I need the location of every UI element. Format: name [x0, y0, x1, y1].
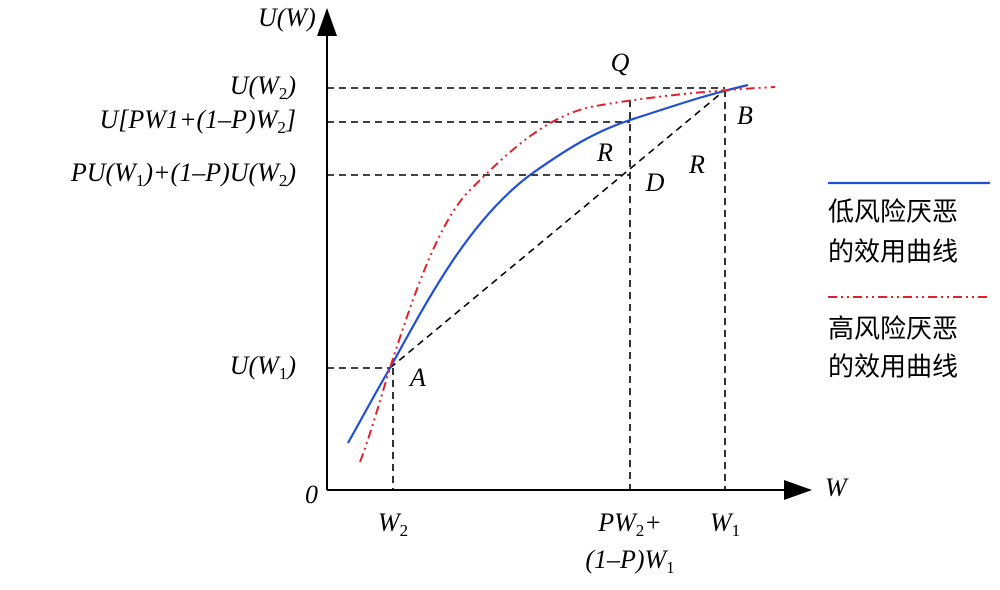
subscript: 1: [136, 171, 145, 190]
label-part: 0: [305, 480, 318, 509]
label-part: U[PW1+(1–P)W: [100, 105, 280, 134]
y-label: U(W1): [230, 351, 296, 383]
x-axis-title: W: [825, 473, 849, 502]
subscript: 2: [279, 171, 288, 190]
label-part: U(W: [230, 351, 281, 380]
x-label: (1–P)W1: [585, 545, 674, 577]
label-part: ]: [285, 105, 296, 134]
point-label: Q: [611, 48, 630, 77]
label-part: ): [285, 71, 296, 100]
guides: [327, 87, 726, 490]
point-label: A: [408, 363, 426, 392]
point-label: D: [645, 168, 665, 197]
chord-ab: [389, 89, 726, 369]
legend-text: 低风险厌恶: [828, 198, 958, 228]
label-part: W: [825, 473, 849, 502]
label-part: ): [285, 351, 296, 380]
point-label: B: [737, 101, 753, 130]
label-part: +: [644, 508, 662, 537]
subscript: 1: [666, 558, 675, 577]
subscript: 2: [636, 521, 645, 540]
label-part: PW: [597, 508, 638, 537]
origin-label: 0: [305, 480, 318, 509]
label-part: Q: [611, 48, 630, 77]
label-part: U(W: [230, 71, 281, 100]
x-label: PW2+: [597, 508, 662, 540]
legend-text: 高风险厌恶: [828, 315, 958, 345]
label-part: R: [596, 138, 613, 167]
high-risk-curve: [359, 86, 776, 463]
subscript: 2: [400, 521, 409, 540]
legend-text: 的效用曲线: [828, 238, 958, 268]
label-part: R: [688, 150, 705, 179]
point-label: R: [688, 150, 705, 179]
label-part: (1–P)W: [585, 545, 668, 574]
subscript: 1: [279, 364, 288, 383]
legend-text: 的效用曲线: [828, 353, 958, 383]
label-part: U(W): [258, 3, 316, 32]
point-label: R: [596, 138, 613, 167]
guide-lines: [327, 87, 726, 490]
subscript: 1: [732, 521, 741, 540]
label-part: B: [737, 101, 753, 130]
label-part: W: [378, 508, 402, 537]
y-label: PU(W1)+(1–P)U(W2): [70, 158, 296, 190]
label-part: )+(1–P)U(W: [142, 158, 281, 187]
label-part: D: [645, 168, 665, 197]
low-risk-curve: [347, 83, 749, 444]
y-label: U(W2): [230, 71, 296, 103]
label-part: ): [285, 158, 296, 187]
y-label: U[PW1+(1–P)W2]: [100, 105, 296, 137]
label-part: W: [710, 508, 734, 537]
y-axis-title: U(W): [258, 3, 316, 32]
x-label: W2: [378, 508, 408, 540]
label-part: A: [408, 363, 426, 392]
label-part: PU(W: [70, 158, 138, 187]
subscript: 2: [277, 118, 286, 137]
subscript: 2: [279, 84, 288, 103]
x-label: W1: [710, 508, 740, 540]
